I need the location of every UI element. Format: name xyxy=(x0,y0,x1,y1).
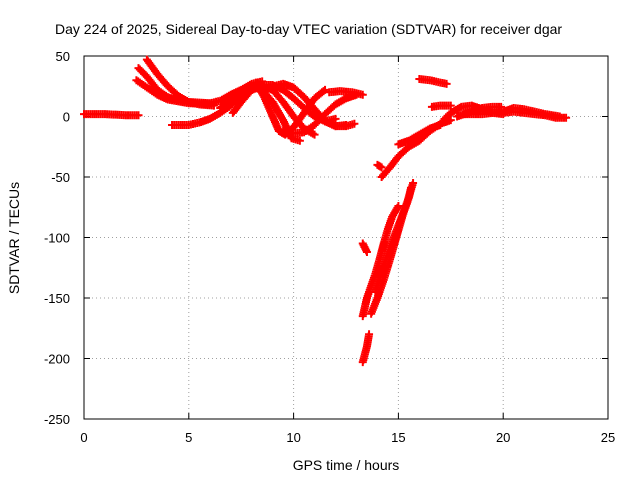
y-tick-label: 50 xyxy=(56,49,70,64)
scatter-track xyxy=(371,179,418,296)
scatter-track xyxy=(279,90,361,138)
data-marks xyxy=(80,55,571,367)
data-point xyxy=(446,116,455,125)
data-point xyxy=(409,179,418,188)
x-tick-label: 0 xyxy=(80,430,87,445)
x-tick-label: 15 xyxy=(391,430,405,445)
scatter-track xyxy=(427,101,455,111)
data-point xyxy=(319,87,328,96)
scatter-track xyxy=(358,202,403,321)
data-point xyxy=(446,101,455,110)
data-point xyxy=(295,136,304,145)
x-tick-label: 10 xyxy=(286,430,300,445)
scatter-track xyxy=(373,160,386,172)
x-tick-label: 5 xyxy=(185,430,192,445)
scatter-track xyxy=(394,120,445,149)
y-tick-label: -50 xyxy=(51,170,70,185)
y-tick-label: -250 xyxy=(44,412,70,427)
y-tick-label: -200 xyxy=(44,352,70,367)
data-point xyxy=(436,120,445,129)
x-tick-label: 25 xyxy=(601,430,615,445)
scatter-track xyxy=(415,74,451,88)
scatter-track xyxy=(358,239,371,257)
data-point xyxy=(377,163,386,172)
data-point xyxy=(365,330,374,339)
data-point xyxy=(310,130,319,139)
scatter-track xyxy=(325,87,367,99)
x-axis-ticks: 0 5 10 15 20 25 xyxy=(80,56,615,445)
x-tick-label: 20 xyxy=(496,430,510,445)
data-point xyxy=(362,248,371,257)
y-tick-label: 0 xyxy=(63,110,70,125)
chart-title: Day 224 of 2025, Sidereal Day-to-day VTE… xyxy=(55,21,562,37)
scatter-track xyxy=(80,110,143,120)
scatter-track xyxy=(331,119,359,131)
data-point xyxy=(358,90,367,99)
y-tick-label: -100 xyxy=(44,231,70,246)
y-axis-ticks: 50 0 -50 -100 -150 -200 -250 xyxy=(44,49,608,427)
scatter-track xyxy=(358,330,374,367)
data-point xyxy=(350,119,359,128)
data-point xyxy=(394,202,403,211)
data-point xyxy=(134,111,143,120)
data-point xyxy=(562,113,571,122)
y-tick-label: -150 xyxy=(44,291,70,306)
x-axis-label: GPS time / hours xyxy=(293,457,400,473)
scatter-track xyxy=(142,55,218,110)
data-point xyxy=(331,114,340,123)
scatter-track xyxy=(499,107,571,122)
data-point xyxy=(442,79,451,88)
y-axis-label: SDTVAR / TECUs xyxy=(6,182,22,294)
data-point xyxy=(321,85,330,94)
